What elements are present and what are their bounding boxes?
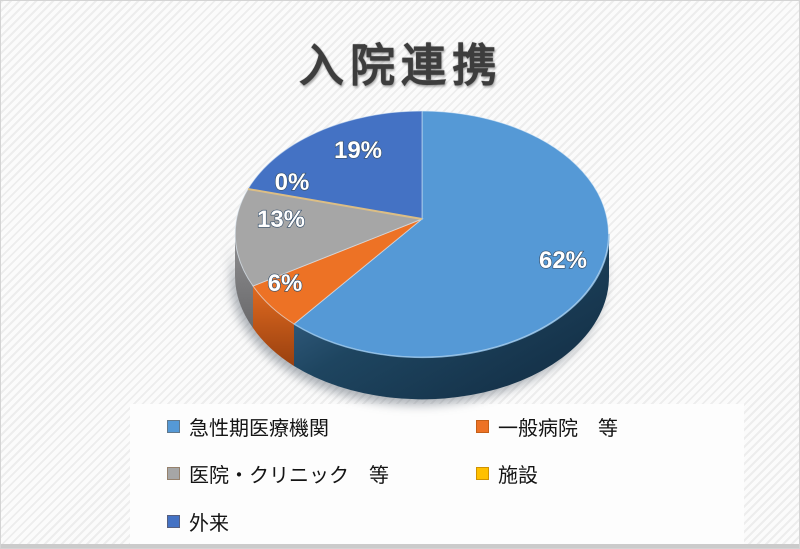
legend-label-outpatient: 外来 (189, 512, 229, 535)
legend-panel: 急性期医療機関 一般病院 等 医院・クリニック 等 施設 外来 (130, 404, 744, 545)
legend-label-facility: 施設 (498, 464, 538, 487)
data-label-acute-care: 62% (539, 247, 587, 274)
pie-data-labels: 62% 6% 13% 0% 19% (256, 136, 587, 297)
pie-wall-clinic (235, 234, 253, 328)
legend-label-acute-care: 急性期医療機関 (189, 417, 329, 440)
legend-swatch-clinic (167, 466, 180, 480)
pie-wall-acute-care (294, 234, 610, 400)
pie-top-surface (234, 110, 609, 358)
pie-slice-clinic (234, 188, 424, 287)
slide-bottom-edge (1, 544, 799, 548)
legend-swatch-outpatient (167, 514, 180, 528)
data-label-outpatient: 19% (334, 137, 382, 164)
pie-side-walls (235, 234, 610, 400)
pie-rim-highlight (293, 233, 610, 359)
legend-item-outpatient: 外来 (167, 511, 229, 535)
legend-swatch-general-hospital (476, 419, 489, 433)
data-label-clinic: 13% (257, 206, 305, 233)
legend-swatch-acute-care (167, 419, 180, 433)
legend-label-clinic: 医院・クリニック 等 (189, 464, 389, 487)
data-label-general-hospital: 6% (268, 270, 303, 297)
legend-label-general-hospital: 一般病院 等 (498, 417, 618, 440)
legend-item-clinic: 医院・クリニック 等 (167, 463, 389, 487)
legend-item-acute-care: 急性期医療機関 (167, 416, 329, 440)
legend-item-general-hospital: 一般病院 等 (476, 416, 618, 440)
legend-item-facility: 施設 (476, 463, 538, 487)
chart-title: 入院連携 (298, 40, 503, 91)
pie-slice-outpatient (247, 110, 423, 220)
pie-wall-general-hospital (253, 286, 294, 366)
data-label-facility: 0% (275, 169, 310, 196)
legend-swatch-facility (476, 466, 489, 480)
pie-slice-facility-hairline (247, 188, 423, 220)
